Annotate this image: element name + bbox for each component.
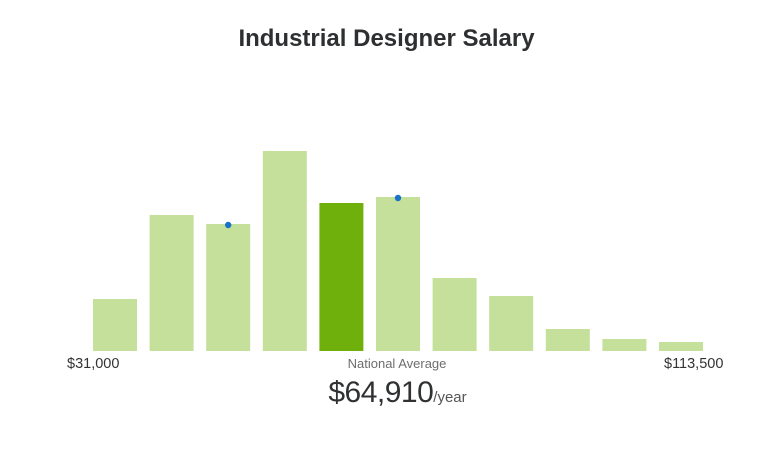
histogram-bar [432,278,477,351]
bar-marker-dot [225,221,232,229]
histogram-bar [545,329,590,351]
histogram-bar [149,215,194,351]
histogram-bar [602,339,647,351]
histogram-bar [262,151,307,351]
markers-layer [225,194,402,229]
bars-layer [93,151,703,351]
chart-title: Industrial Designer Salary [238,25,535,52]
national-average-unit: /year [433,389,467,406]
national-average-caption: National Average [347,356,447,371]
histogram-bar [93,299,137,351]
histogram-bar [489,296,534,351]
national-average-value-wrap: $64,910/year [250,376,545,410]
histogram-bar [659,342,703,351]
national-average-value: $64,910 [328,376,434,409]
range-min-label: $31,000 [67,356,120,372]
bar-marker-dot [394,194,402,202]
range-max-label: $113,500 [664,356,724,372]
histogram-bar [206,224,251,351]
histogram-bar-highlighted [319,203,364,351]
histogram-bar [376,197,420,351]
